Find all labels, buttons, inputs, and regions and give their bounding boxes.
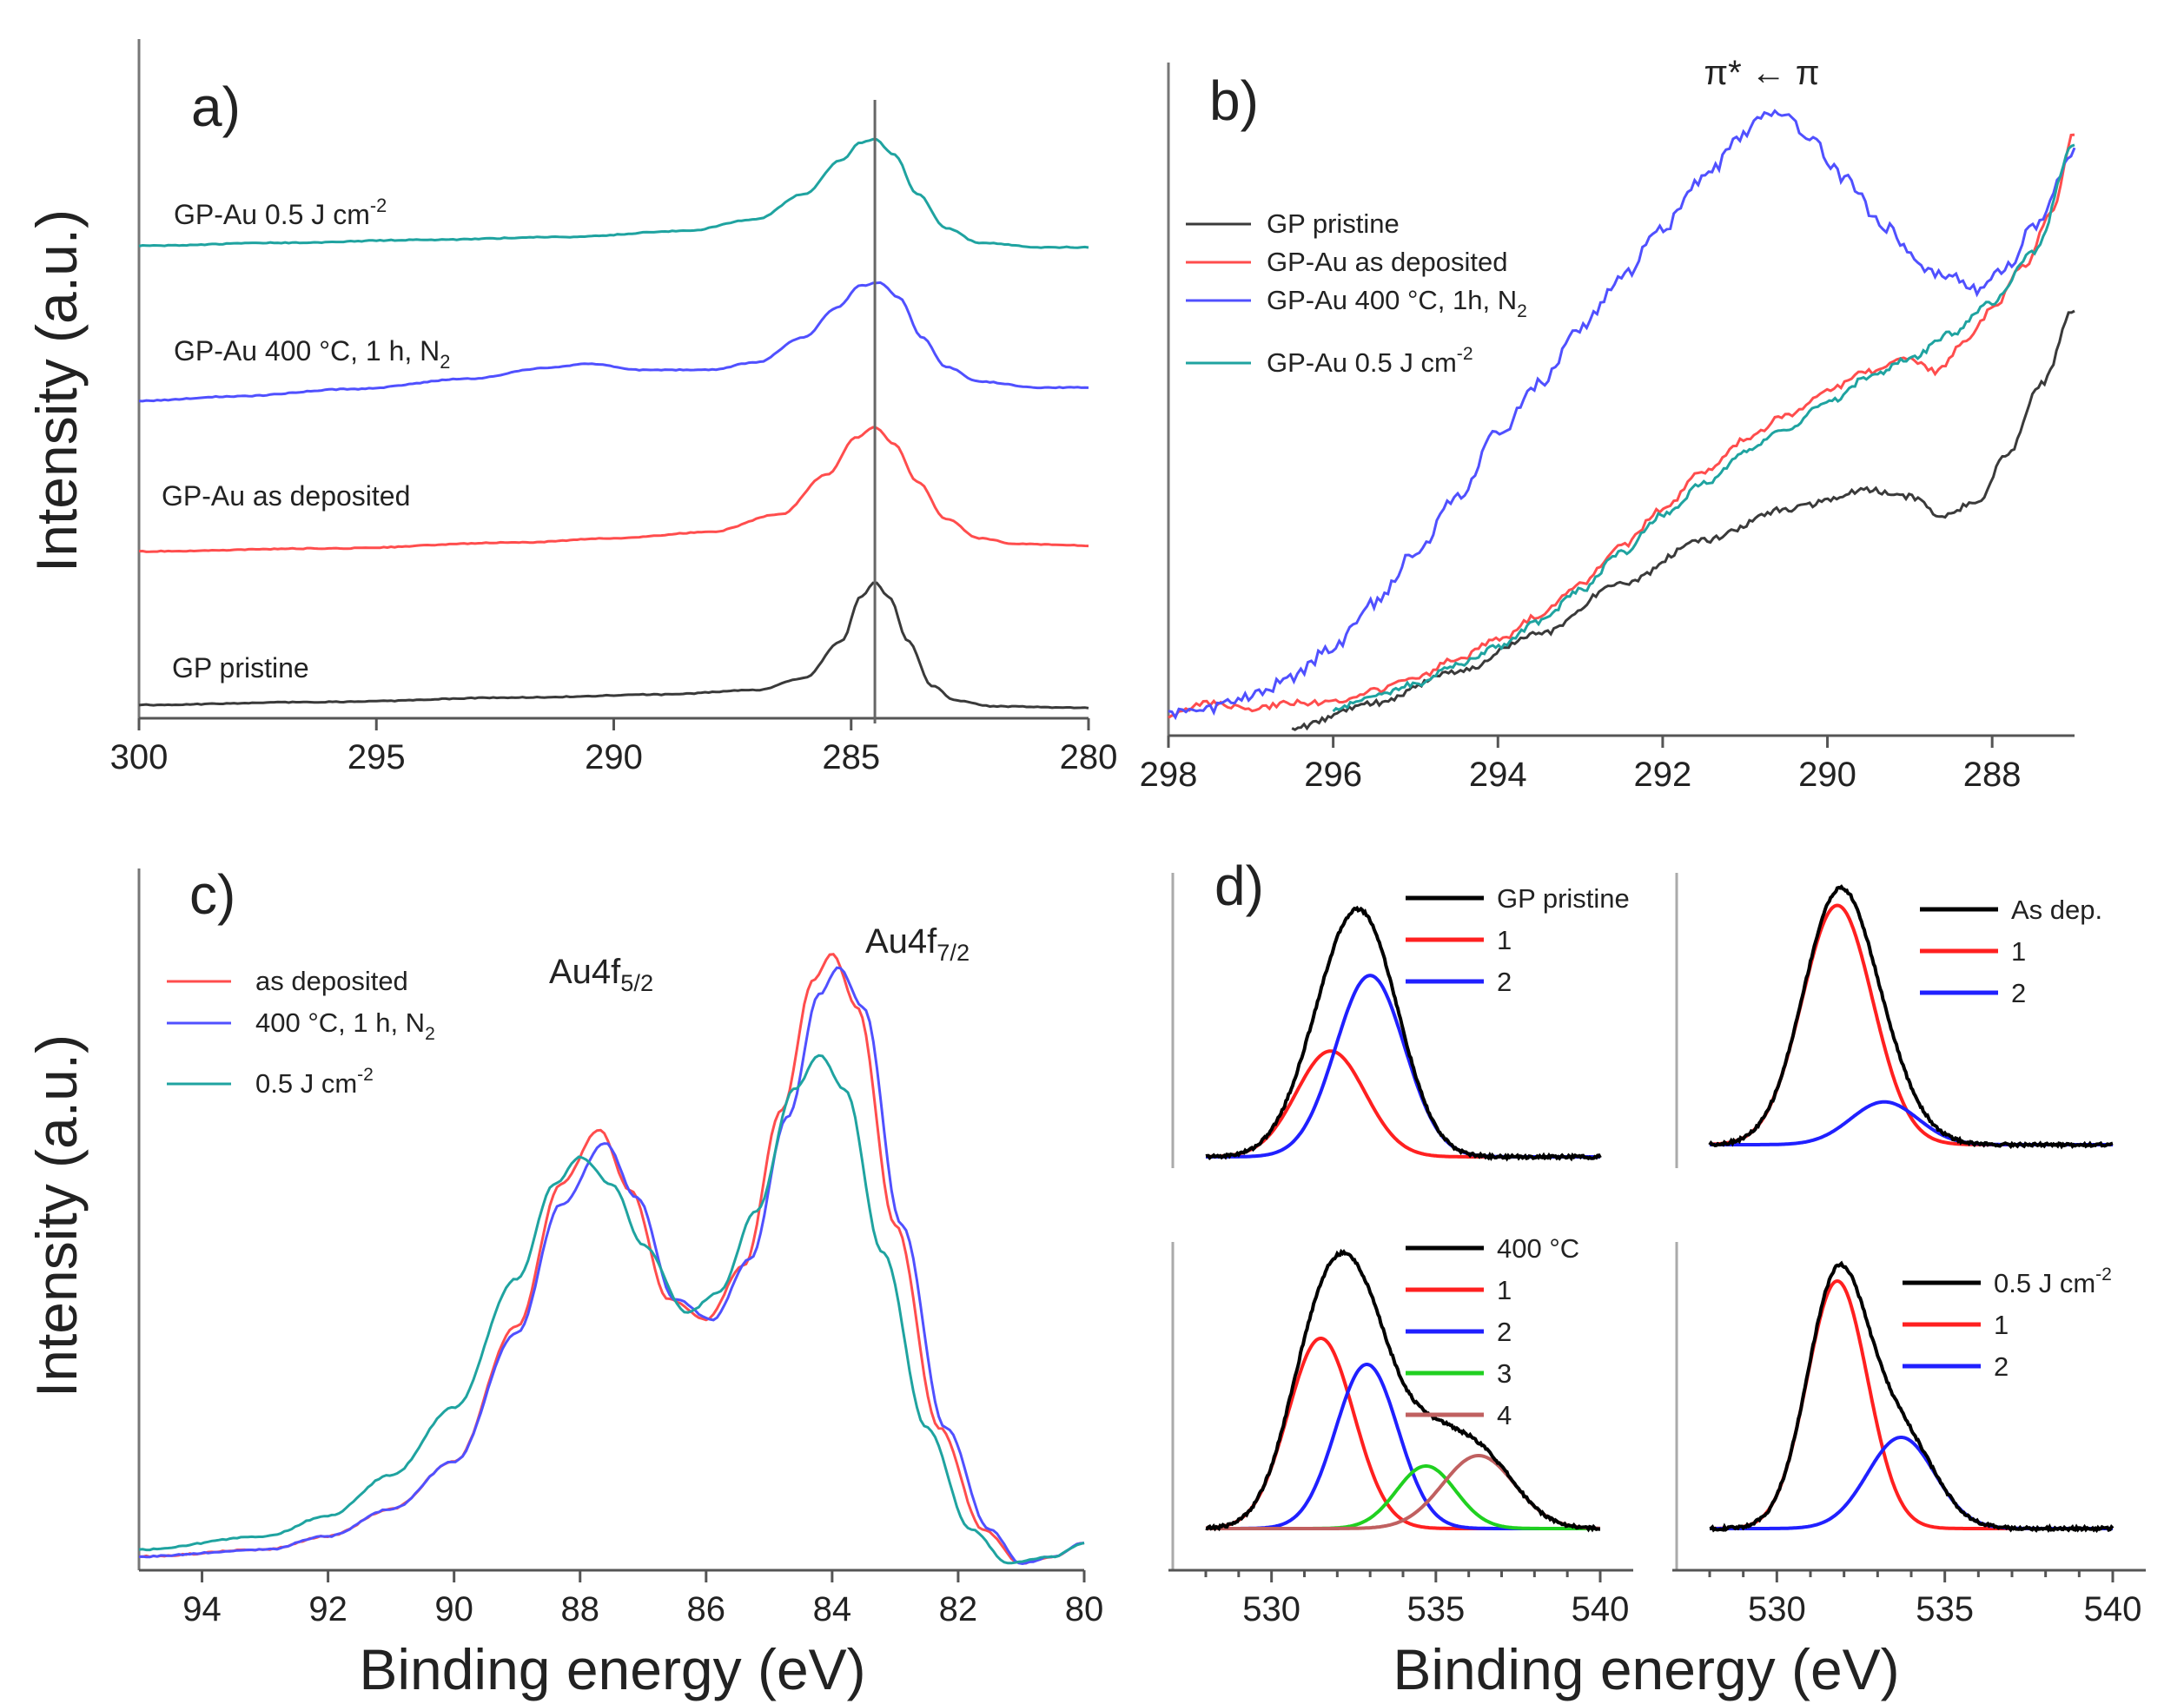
y-axis-label-bottom: Intensity (a.u.) — [24, 1034, 89, 1397]
series-line-a — [138, 137, 1089, 249]
x-tick-label-d: 535 — [1406, 1590, 1465, 1628]
x-tick-label-d: 530 — [1748, 1590, 1806, 1628]
panel-d: d) 530 535 540 530 535 540 GP pristine 1 2 As dep.… — [1168, 855, 2146, 1628]
legend-label-d: 1 — [1497, 925, 1512, 955]
component-line-d — [1710, 1278, 2113, 1530]
component-line-d — [1206, 1363, 1600, 1530]
component-line-d — [1206, 974, 1600, 1159]
x-tick-label-c: 90 — [434, 1590, 473, 1628]
y-axis-label-top: Intensity (a.u.) — [24, 209, 89, 572]
x-axis-label-c: Binding energy (eV) — [359, 1637, 865, 1701]
panel-label-b: b) — [1209, 69, 1259, 132]
component-line-d — [1206, 1454, 1600, 1530]
peak-label-c: Au4f5/2 — [549, 953, 653, 996]
peak-label-c: Au4f7/2 — [865, 922, 970, 966]
legend-label-d: As dep. — [2011, 895, 2102, 925]
legend-label-b: GP-Au 0.5 J cm-2 — [1267, 344, 1473, 378]
series-label-a: GP-Au 400 °C, 1 h, N2 — [174, 335, 450, 373]
panel-c: 94 92 90 88 86 84 82 80 c) as deposited 400 °C, 1 … — [137, 863, 1104, 1628]
x-axis-label-d: Binding energy (eV) — [1393, 1637, 1899, 1701]
component-line-d — [1206, 1049, 1600, 1159]
legend-label-d: 0.5 J cm-2 — [1994, 1265, 2112, 1298]
x-tick-label-c: 84 — [813, 1590, 852, 1628]
series-label-a: GP-Au as deposited — [162, 480, 410, 512]
legend-label-d: 4 — [1497, 1400, 1512, 1430]
legend-label-d: 3 — [1497, 1358, 1512, 1389]
legend-label-d: 1 — [1994, 1310, 2009, 1340]
x-tick-label-b: 290 — [1798, 756, 1856, 794]
series-line-a — [138, 581, 1089, 710]
legend-label-c: 400 °C, 1 h, N2 — [255, 1007, 435, 1044]
series-line-b — [1168, 109, 2076, 721]
annotation-b: π* ← π — [1704, 54, 1820, 92]
legend-label-c: as deposited — [255, 966, 408, 996]
envelope-line-d — [1205, 1248, 1600, 1533]
legend-label-d: 2 — [1497, 1317, 1512, 1347]
legend-label-d: 1 — [2011, 936, 2026, 967]
legend-label-b: GP-Au as deposited — [1267, 247, 1507, 277]
x-tick-label-d: 540 — [2084, 1590, 2142, 1628]
x-tick-label-c: 82 — [939, 1590, 978, 1628]
x-tick-label-c: 80 — [1065, 1590, 1104, 1628]
x-tick-label-c: 88 — [560, 1590, 599, 1628]
envelope-line-d — [1708, 884, 2114, 1150]
component-line-d — [1205, 1337, 1600, 1530]
panel-label-c: c) — [189, 863, 235, 926]
x-tick-label-b: 298 — [1140, 756, 1198, 794]
legend-label-d: 2 — [1497, 967, 1512, 997]
series-line-a — [138, 426, 1089, 553]
series-line-b — [1332, 143, 2075, 713]
panel-a: 300 295 290 285 280 a) GP pristine GP-Au as dep… — [110, 39, 1118, 776]
x-tick-label-d: 535 — [1916, 1590, 1974, 1628]
x-tick-label-b: 296 — [1304, 756, 1362, 794]
x-tick-label-b: 288 — [1963, 756, 2022, 794]
x-tick-label-c: 92 — [308, 1590, 347, 1628]
legend-label-c: 0.5 J cm-2 — [255, 1065, 374, 1099]
panel-label-a: a) — [191, 76, 241, 138]
series-label-a: GP pristine — [172, 652, 309, 684]
legend-label-d: 1 — [1497, 1275, 1512, 1305]
envelope-line-d — [1205, 905, 1602, 1162]
x-tick-label-c: 94 — [182, 1590, 222, 1628]
x-tick-label-d: 530 — [1242, 1590, 1300, 1628]
panel-label-d: d) — [1214, 855, 1264, 917]
legend-label-d: 400 °C — [1497, 1233, 1579, 1264]
series-line-b — [1168, 133, 2075, 719]
panel-b: 298 296 294 292 290 288 b) π* ← π GP pristine GP-… — [1140, 54, 2076, 794]
envelope-line-d — [1709, 1260, 2115, 1534]
series-line-c — [138, 966, 1085, 1566]
x-tick-label-b: 294 — [1469, 756, 1527, 794]
x-tick-label-a: 300 — [110, 738, 169, 776]
x-tick-label-b: 292 — [1634, 756, 1692, 794]
series-line-c — [138, 1053, 1085, 1565]
series-line-c — [138, 953, 1084, 1565]
x-tick-label-a: 290 — [585, 738, 643, 776]
x-tick-label-a: 285 — [822, 738, 880, 776]
legend-label-d: GP pristine — [1497, 883, 1630, 914]
legend-label-d: 2 — [2011, 978, 2026, 1008]
series-label-a: GP-Au 0.5 J cm-2 — [174, 195, 387, 230]
series-line-a — [138, 281, 1089, 403]
legend-label-d: 2 — [1994, 1351, 2009, 1382]
x-tick-label-d: 540 — [1572, 1590, 1630, 1628]
x-tick-label-a: 295 — [347, 738, 406, 776]
x-tick-label-a: 280 — [1060, 738, 1118, 776]
legend-label-b: GP-Au 400 °C, 1h, N2 — [1267, 285, 1527, 321]
legend-label-b: GP pristine — [1267, 208, 1400, 239]
x-tick-label-c: 86 — [687, 1590, 726, 1628]
